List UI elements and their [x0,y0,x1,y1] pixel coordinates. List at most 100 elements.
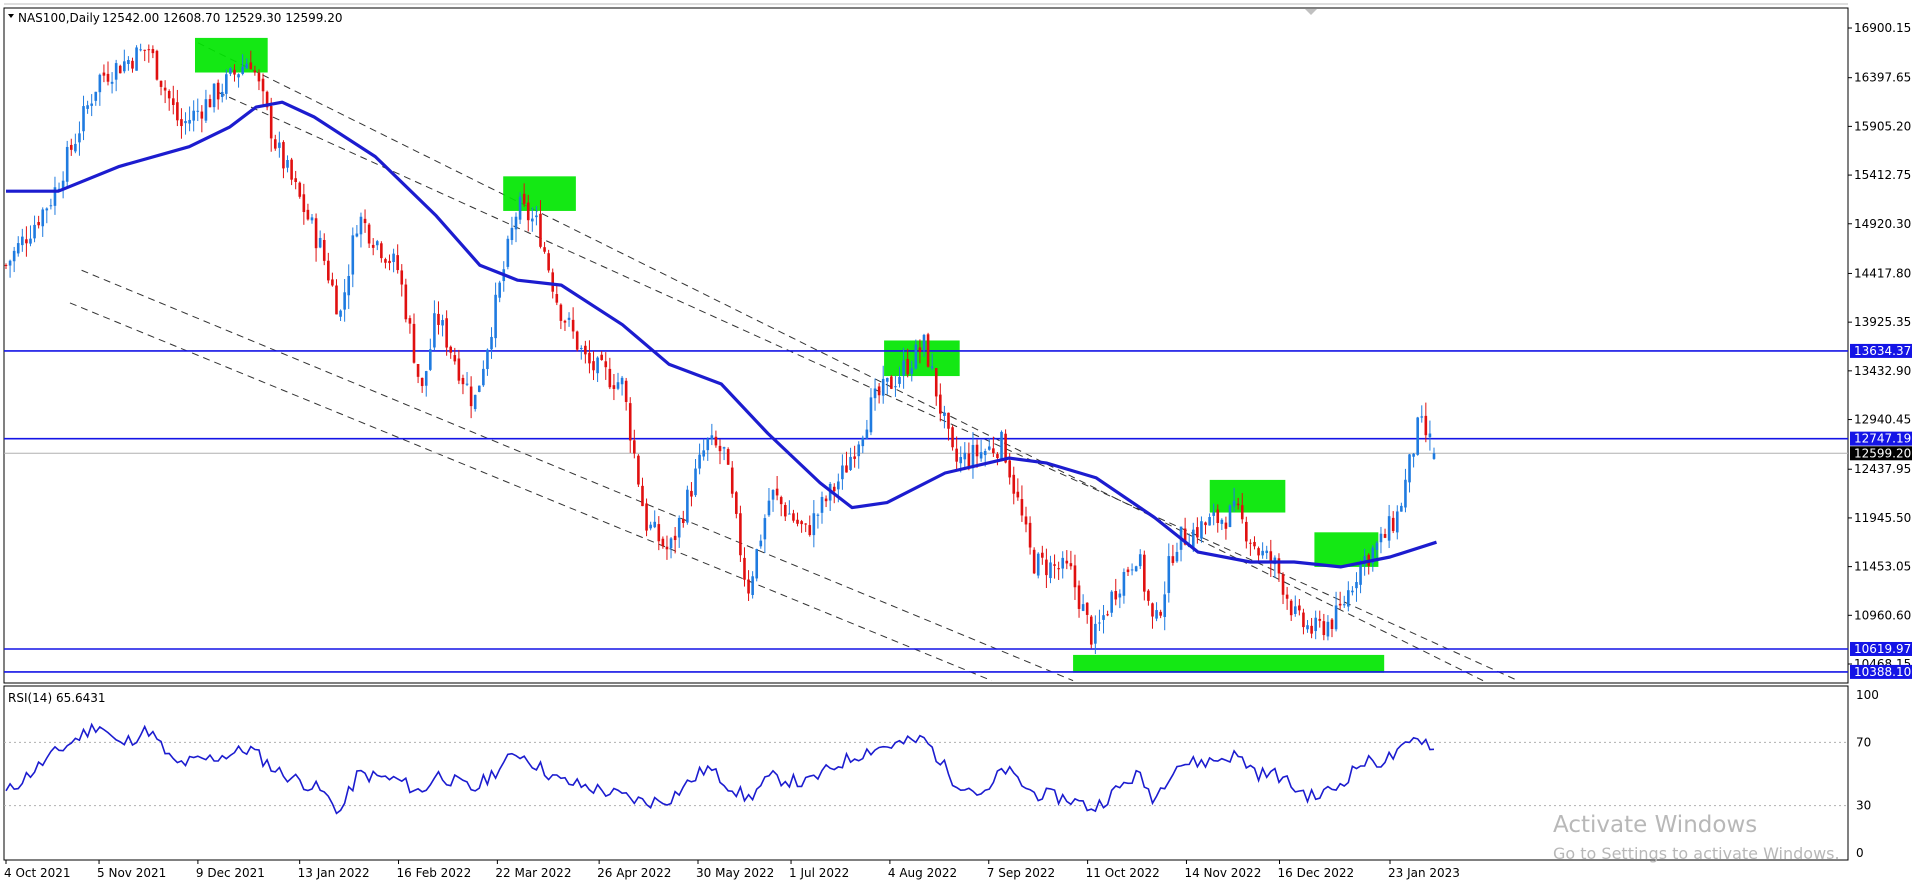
candle-body-40 [163,87,167,91]
candle-body-101 [412,323,416,363]
rsi-tick-label-4: 0 [1856,846,1864,860]
candle-body-26 [106,73,110,82]
candle-body-61 [249,62,253,70]
candle-body-316 [1289,600,1293,616]
candle-body-239 [975,444,979,457]
candle-body-66 [269,105,273,139]
level-badge-4-bg [1850,664,1912,679]
candle-body-332 [1355,582,1358,589]
candle-body-265 [1081,604,1085,611]
candle-body-69 [282,142,285,169]
candle-body-329 [1342,604,1346,606]
candle-body-293 [1196,527,1199,538]
candle-body-142 [579,347,583,349]
time-tick-label-11: 7 Sep 2022 [987,866,1055,880]
candle-body-297 [1212,512,1215,516]
candle-body-5 [21,236,24,246]
candle-body-60 [245,63,249,69]
chart-shift-marker-icon[interactable] [1305,9,1317,15]
price-panel-frame [3,7,1849,684]
price-tick-label-3: 15905.20 [1854,119,1911,133]
candle-body-126 [514,216,518,230]
rsi-tick-label-1: 100 [1856,688,1879,702]
candle-body-4 [16,243,20,254]
level-badge-2-label: 12747.19 [1854,432,1911,446]
candle-body-330 [1347,590,1350,607]
candle-body-29 [118,65,122,74]
candle-body-145 [592,361,595,371]
candle-body-88 [359,216,363,235]
price-tick-label-13: 10960.60 [1854,608,1911,622]
candle-body-96 [392,253,395,263]
candle-body-2 [8,260,12,266]
candle-body-350 [1428,433,1432,438]
candle-body-115 [469,386,473,407]
candle-body-47 [192,110,195,121]
candle-body-317 [1293,606,1297,614]
collapse-triangle-icon[interactable] [8,14,14,18]
candle-body-198 [808,525,812,536]
candle-body-240 [979,452,983,459]
price-tick-label-12: 11453.05 [1854,560,1911,574]
rsi-axis: 100 70 30 0 [1856,688,1879,860]
time-tick-label-6: 22 Mar 2022 [495,866,571,880]
candle-body-85 [347,275,351,296]
candle-body-173 [706,438,710,451]
candle-body-271 [1106,614,1109,616]
candle-body-223 [910,368,914,374]
candle-body-157 [641,485,644,507]
current-price-badge-label: 12599.20 [1854,446,1911,460]
candle-body-192 [783,505,787,517]
time-tick-label-2: 5 Nov 2021 [97,866,166,880]
candle-body-305 [1245,521,1248,542]
candle-body-170 [694,468,697,496]
time-tick-label-1: 4 Oct 2021 [4,866,71,880]
candle-body-233 [951,427,954,448]
candle-body-256 [1045,559,1048,576]
highlight-zone-4 [1209,479,1286,513]
candle-body-110 [449,346,453,353]
price-tick-label-4: 15412.75 [1854,168,1911,182]
candle-body-347 [1416,417,1419,455]
candle-body-249 [1016,491,1020,498]
candle-body-36 [147,49,151,51]
candle-body-338 [1379,533,1383,543]
candle-body-212 [865,429,869,439]
candle-body-1 [4,264,8,266]
candle-body-217 [885,377,889,382]
candle-body-200 [816,514,820,516]
candle-body-177 [722,447,726,449]
candle-body-190 [775,488,779,496]
candle-body-208 [849,456,852,470]
candle-body-267 [1089,616,1093,645]
candle-body-127 [518,196,522,220]
candle-body-77 [314,218,318,249]
candle-body-268 [1094,623,1097,644]
candle-body-266 [1085,602,1089,615]
candle-body-201 [820,496,824,513]
candle-body-228 [930,366,934,369]
highlight-zone-3 [884,340,960,377]
candle-body-215 [877,386,881,396]
candle-body-39 [159,80,163,87]
candle-body-260 [1061,557,1065,569]
candle-body-45 [184,121,187,124]
candle-body-349 [1424,415,1428,436]
candle-body-146 [596,357,599,374]
candle-body-337 [1375,542,1379,550]
candle-body-184 [751,576,754,595]
level-lines [4,350,1848,673]
candle-body-70 [286,160,289,168]
candle-body-309 [1261,550,1264,556]
candle-body-121 [494,294,497,339]
candle-body-343 [1400,505,1403,512]
candle-body-31 [127,59,130,64]
candle-body-12 [49,205,53,207]
candle-body-210 [857,444,861,457]
candle-body-320 [1306,625,1309,630]
candle-body-64 [261,78,265,92]
candle-body-229 [934,368,938,397]
candle-body-231 [943,412,946,416]
